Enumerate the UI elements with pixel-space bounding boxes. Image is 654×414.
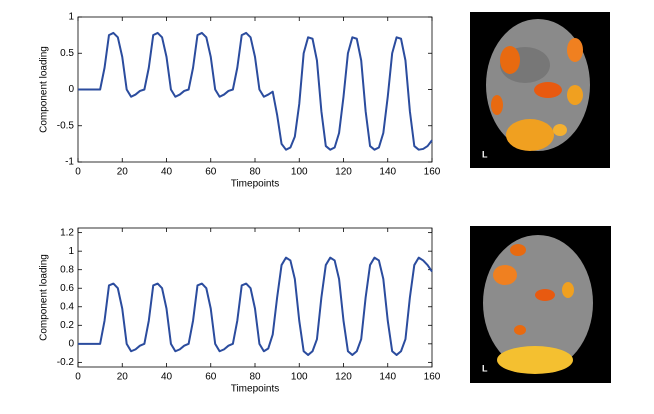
x-tick-label: 80 [249, 167, 261, 178]
x-tick-label: 160 [424, 167, 441, 178]
image-label: L [482, 363, 488, 373]
x-tick-label: 160 [424, 372, 441, 383]
x-tick-label: 100 [291, 372, 308, 383]
x-tick-label: 0 [75, 167, 81, 178]
x-tick-label: 0 [75, 372, 81, 383]
brain-image: L [470, 226, 611, 383]
x-axis-label: Timepoints [231, 179, 280, 190]
y-tick-label: 0.5 [60, 48, 74, 59]
x-tick-label: 80 [249, 372, 261, 383]
x-tick-label: 40 [161, 372, 173, 383]
x-tick-label: 60 [205, 372, 217, 383]
y-tick-label: 0.4 [60, 301, 74, 312]
x-axis-label: Timepoints [231, 384, 280, 395]
x-tick-label: 120 [335, 167, 352, 178]
y-tick-label: 1 [68, 246, 74, 257]
x-tick-label: 40 [161, 167, 173, 178]
y-tick-label: 0.2 [60, 320, 74, 331]
y-axis-label: Component loading [39, 46, 50, 133]
y-tick-label: 1.2 [60, 227, 74, 238]
x-tick-label: 120 [335, 372, 352, 383]
y-tick-label: 0.6 [60, 283, 74, 294]
brain-image: L [470, 12, 610, 168]
data-line [78, 256, 433, 356]
y-tick-label: -1 [65, 157, 74, 168]
y-tick-label: 1 [68, 12, 74, 23]
x-tick-label: 140 [379, 372, 396, 383]
y-tick-label: 0 [68, 338, 74, 349]
x-tick-label: 60 [205, 167, 217, 178]
image-label: L [482, 149, 488, 159]
y-tick-label: 0.8 [60, 264, 74, 275]
plot-area [77, 227, 433, 368]
plot-area [77, 16, 433, 163]
data-line [78, 31, 433, 151]
x-tick-label: 20 [117, 167, 129, 178]
x-tick-label: 140 [379, 167, 396, 178]
x-tick-label: 20 [117, 372, 129, 383]
y-axis-label: Component loading [39, 254, 50, 341]
y-tick-label: -0.2 [57, 357, 75, 368]
x-tick-label: 100 [291, 167, 308, 178]
y-tick-label: -0.5 [57, 120, 75, 131]
y-tick-label: 0 [68, 84, 74, 95]
